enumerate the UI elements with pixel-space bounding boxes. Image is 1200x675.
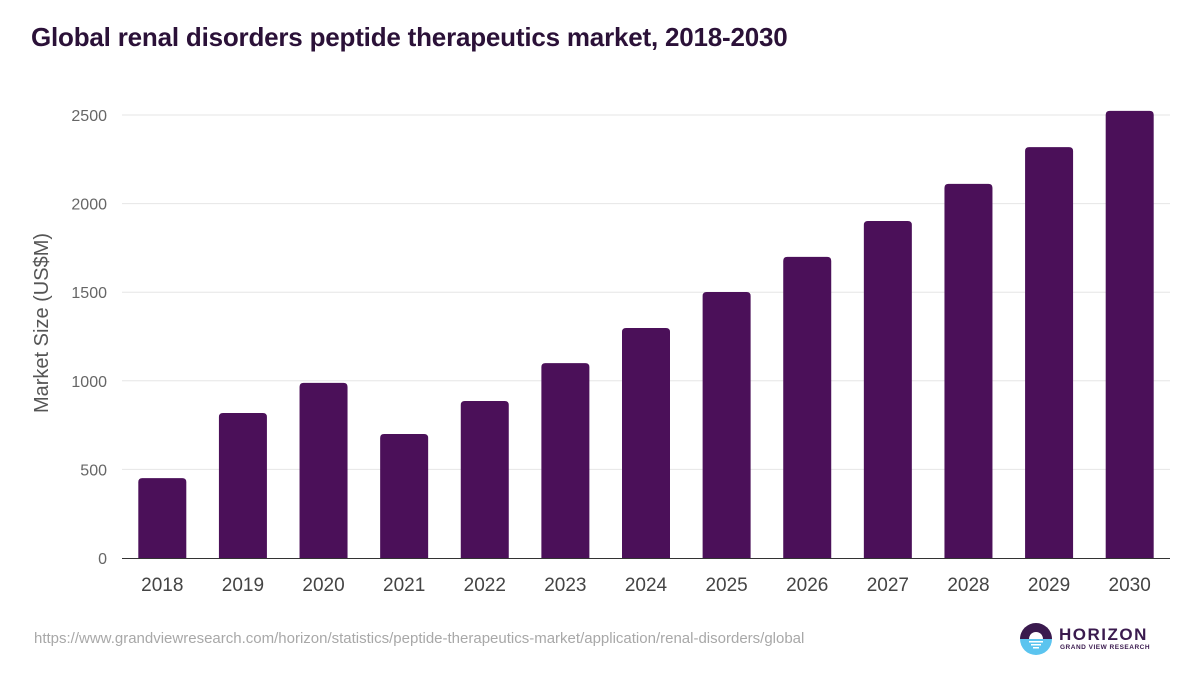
bar-2019[interactable]	[218, 413, 267, 558]
bar-2021[interactable]	[380, 433, 429, 558]
bars	[138, 110, 1154, 559]
y-axis-ticks: 0 500 1000 1500 2000 2500	[71, 108, 107, 568]
bar-chart: 0 500 1000 1500 2000 2500 2018 2019 2020 2021 202…	[31, 108, 1170, 596]
x-tick-label: 2018	[141, 575, 183, 596]
y-tick-label: 500	[80, 462, 107, 479]
y-tick-label: 2500	[71, 108, 107, 125]
logo-name: HORIZON	[1059, 625, 1148, 644]
x-tick-label: 2024	[625, 575, 668, 596]
bar-2029[interactable]	[1025, 147, 1074, 559]
source-url[interactable]: https://www.grandviewresearch.com/horizo…	[34, 630, 805, 647]
x-tick-label: 2027	[867, 575, 909, 596]
bar-2026[interactable]	[783, 256, 832, 558]
chart-title: Global renal disorders peptide therapeut…	[31, 22, 788, 52]
x-tick-label: 2028	[947, 575, 989, 596]
bar-2027[interactable]	[863, 220, 912, 558]
bar-2018[interactable]	[138, 478, 187, 558]
bar-2022[interactable]	[460, 401, 509, 558]
y-tick-label: 1500	[71, 285, 107, 302]
horizon-logo: HORIZON GRAND VIEW RESEARCH	[1019, 622, 1159, 658]
bar-2023[interactable]	[541, 363, 590, 558]
x-tick-label: 2025	[705, 575, 747, 596]
y-tick-label: 0	[98, 551, 107, 568]
y-tick-label: 2000	[71, 197, 107, 214]
bar-2025[interactable]	[702, 292, 751, 558]
x-tick-label: 2026	[786, 575, 828, 596]
x-tick-label: 2022	[464, 575, 506, 596]
y-axis-label: Market Size (US$M)	[31, 233, 53, 413]
x-tick-label: 2021	[383, 575, 425, 596]
bar-2028[interactable]	[944, 183, 993, 559]
x-axis-ticks: 2018 2019 2020 2021 2022 2023 2024 2025 2026 2027…	[141, 575, 1151, 596]
y-tick-label: 1000	[71, 374, 107, 391]
x-tick-label: 2029	[1028, 575, 1070, 596]
x-tick-label: 2019	[222, 575, 264, 596]
bar-2030[interactable]	[1105, 110, 1154, 558]
x-tick-label: 2023	[544, 575, 586, 596]
bar-2024[interactable]	[622, 327, 670, 558]
x-tick-label: 2020	[302, 575, 344, 596]
horizon-logo-icon	[1020, 623, 1052, 655]
logo-subtitle: GRAND VIEW RESEARCH	[1060, 644, 1151, 651]
x-tick-label: 2030	[1109, 575, 1151, 596]
bar-2020[interactable]	[299, 382, 348, 558]
